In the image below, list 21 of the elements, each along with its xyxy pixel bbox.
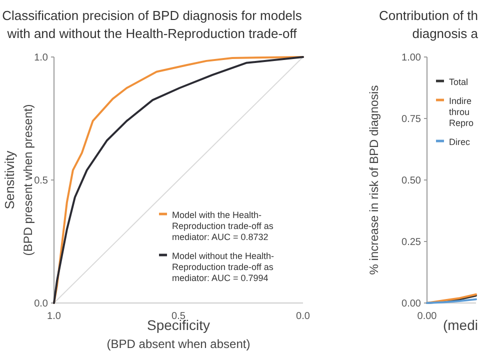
y-tick-label: 0.75: [402, 114, 422, 125]
y-tick-label: 0.25: [402, 237, 422, 248]
y-tick-label: 1.0: [34, 52, 48, 64]
chart-title: Classification precision of BPD diagnosis for models with and without the Health-Reproduction trade-off: [2, 8, 302, 41]
legend-label: Model with the Health-Reproduction trade-off as mediator: AUC = 0.8732: [172, 210, 274, 242]
legend-label: Total: [449, 77, 468, 87]
y-tick-label: 0.00: [402, 298, 422, 310]
y-axis-title: % increase in risk of BPD diagnosis: [367, 85, 381, 275]
x-tick-label: 0.0: [296, 311, 310, 322]
y-axis-title: Sensitivity (BPD present when present): [2, 104, 35, 256]
y-tick-label: 0.50: [402, 176, 422, 186]
legend-label: Model without the Health-Reproduction trade-off as mediator: AUC = 0.7994: [172, 251, 274, 283]
x-axis-title: (medi: [442, 317, 478, 333]
x-tick-label: 0.00: [417, 311, 438, 322]
x-tick-label: 1.0: [47, 311, 62, 322]
y-tick-label: 1.00: [402, 52, 422, 64]
legend-label: Direc: [449, 137, 470, 147]
y-tick-label: 0.5: [34, 176, 48, 186]
y-tick-label: 0.0: [34, 298, 48, 310]
chart-title: Contribution of th diagnosis a: [378, 8, 479, 41]
legend-label: Indire throu Repro: [449, 96, 474, 128]
